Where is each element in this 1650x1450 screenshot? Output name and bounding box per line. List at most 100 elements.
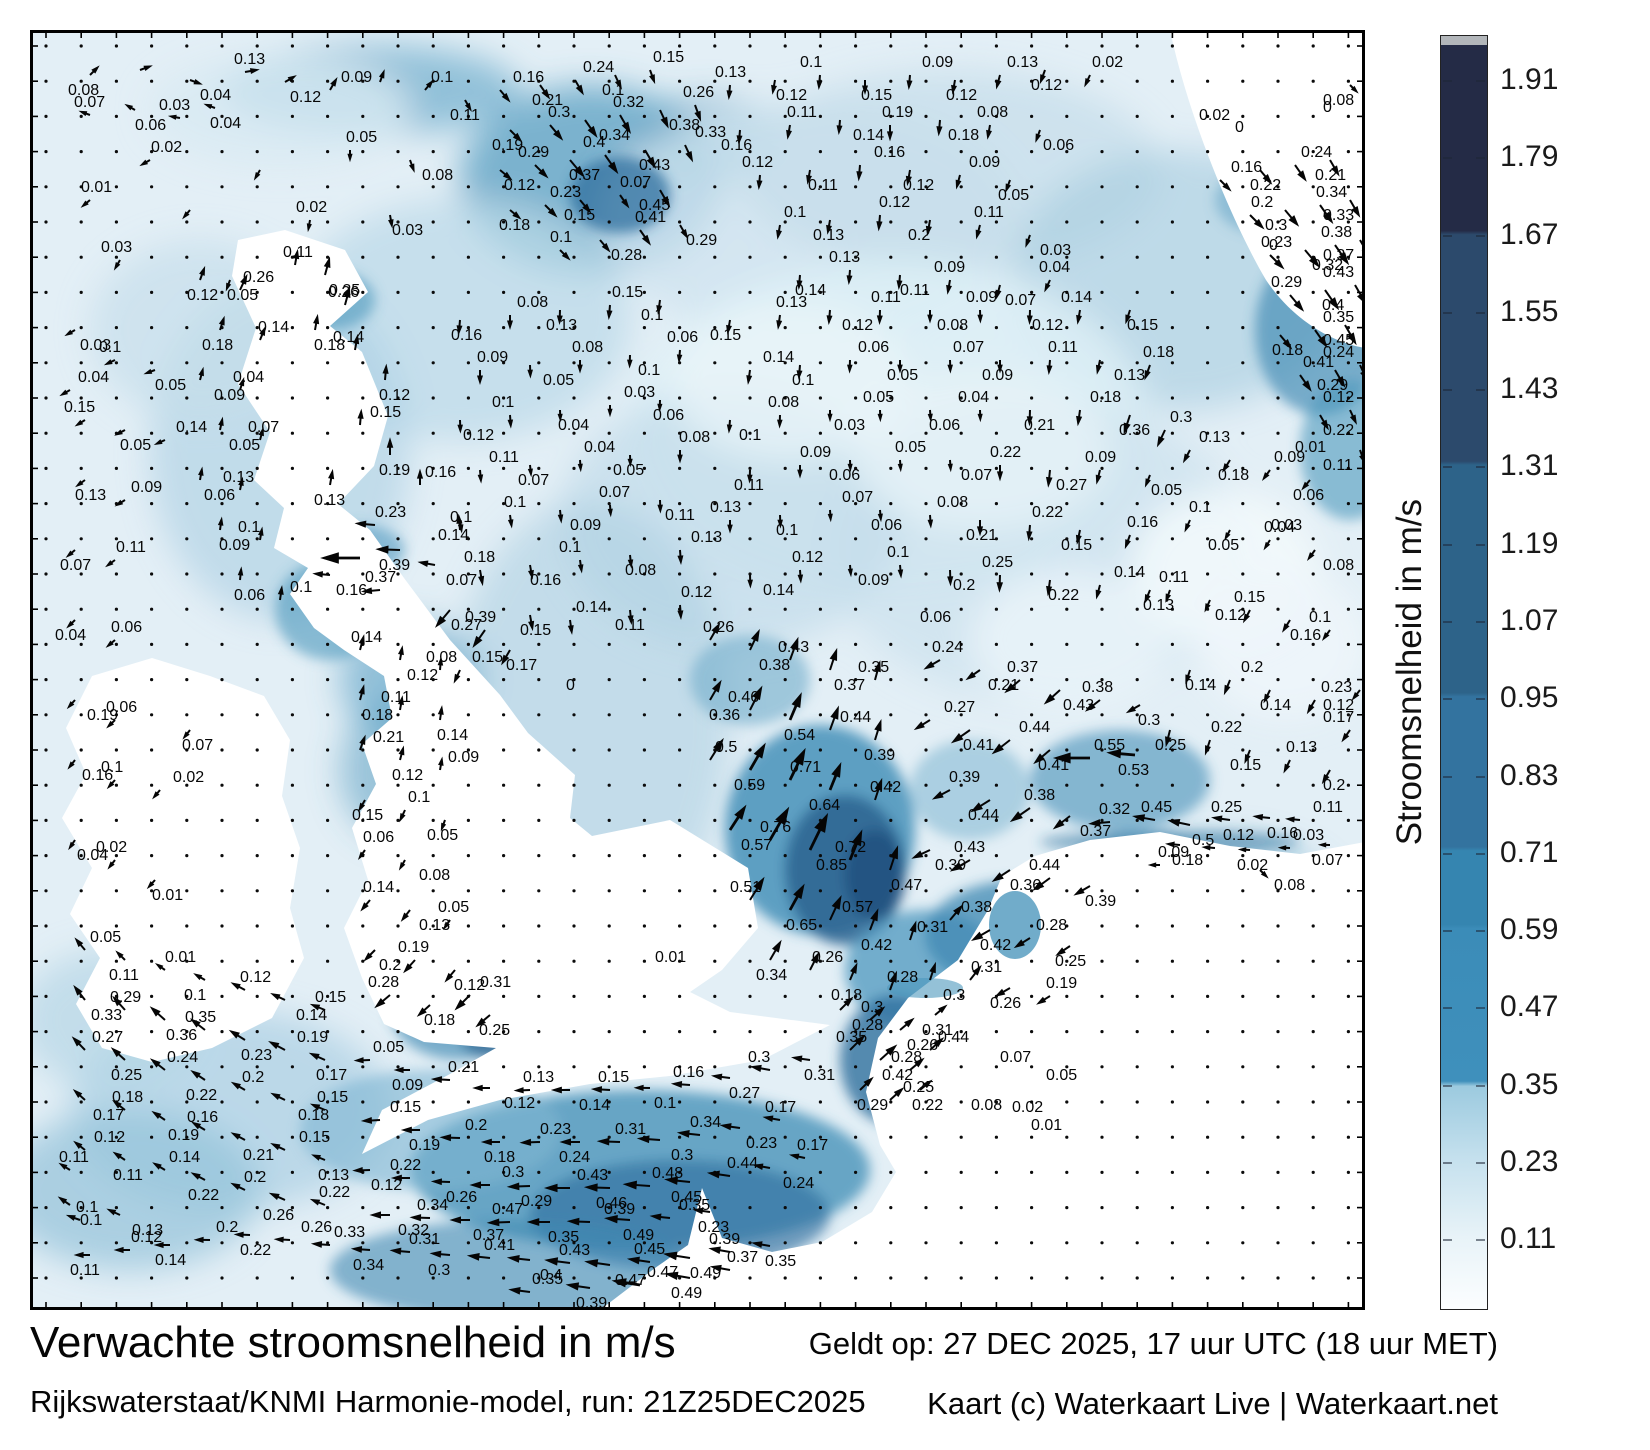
current-arrow — [1124, 534, 1131, 550]
current-value-label: 0.1 — [1189, 499, 1211, 516]
current-value-label: 0.12 — [1223, 827, 1254, 844]
current-arrow — [1046, 359, 1053, 375]
current-arrow — [528, 564, 534, 580]
current-arrow — [268, 1040, 286, 1051]
current-value-label: 0.2 — [465, 1117, 487, 1134]
current-value-label: 0.04 — [210, 115, 241, 132]
current-arrow — [309, 1103, 326, 1111]
current-arrow — [1184, 519, 1191, 533]
current-value-label: 0.13 — [223, 469, 254, 486]
current-arrow — [911, 849, 931, 859]
current-value-label: 0.37 — [365, 569, 396, 586]
current-arrow — [859, 1076, 874, 1091]
current-arrow — [203, 103, 216, 110]
colorbar-tick-labels: 1.91 1.79 1.67 1.55 1.43 1.31 1.19 1.07 0.95 0.83… — [1500, 35, 1620, 1310]
current-arrow — [472, 629, 486, 648]
current-value-label: 0.18 — [1218, 467, 1249, 484]
current-value-label: 0.01 — [152, 887, 183, 904]
current-value-label: 0.39 — [465, 609, 496, 626]
current-value-label: 0.16 — [513, 69, 544, 86]
current-arrow — [1044, 279, 1051, 293]
current-value-label: 0.06 — [829, 467, 860, 484]
current-value-label: 0.25 — [1155, 737, 1186, 754]
current-arrow — [849, 962, 858, 981]
current-arrow — [692, 1207, 711, 1215]
current-value-label: 0.12 — [946, 87, 977, 104]
current-arrow — [543, 1183, 570, 1193]
current-value-label: 0.26 — [446, 1189, 477, 1206]
current-value-label: 0.14 — [437, 727, 468, 744]
current-value-label: 0.09 — [982, 367, 1013, 384]
current-arrow — [816, 74, 823, 90]
current-arrow — [167, 114, 181, 120]
current-value-label: 0.22 — [390, 1157, 421, 1174]
current-arrow — [994, 987, 1011, 997]
current-arrow — [876, 214, 883, 232]
current-arrow — [1299, 374, 1312, 392]
current-arrow — [636, 1135, 661, 1144]
page-title: Verwachte stroomsnelheid in m/s — [30, 1318, 676, 1367]
current-value-label: 0.1 — [99, 339, 121, 356]
land-masses — [62, 30, 1365, 1310]
current-arrow — [849, 1034, 866, 1051]
current-value-label: 0.46 — [728, 689, 759, 706]
current-arrow — [375, 545, 401, 554]
current-arrow — [746, 369, 753, 385]
current-value-label: 0.18 — [1272, 342, 1303, 359]
current-arrow — [1013, 937, 1031, 949]
current-value-label: 0.3 — [943, 987, 965, 1004]
current-arrow — [949, 904, 964, 921]
current-value-label: 0.14 — [296, 1007, 327, 1024]
model-run-info: Rijkswaterstaat/KNMI Harmonie-model, run… — [30, 1384, 866, 1419]
current-arrow — [708, 1246, 731, 1255]
current-vector-field: 0.08 0.040.130.120.070.060.030.040.09 0.10… — [55, 49, 1365, 1310]
current-value-label: 0.14 — [351, 629, 382, 646]
current-arrow — [1277, 845, 1291, 851]
current-value-label: 0.17 — [797, 1137, 828, 1154]
current-arrow — [913, 719, 931, 731]
current-arrow — [1324, 289, 1340, 311]
current-arrow — [199, 265, 206, 281]
current-arrow — [1043, 689, 1061, 705]
current-arrow — [113, 1246, 130, 1254]
current-value-label: 0.08 — [426, 649, 457, 666]
current-arrow — [438, 756, 444, 771]
current-value-label: 0.05 — [438, 899, 469, 916]
current-arrow — [934, 1004, 948, 1016]
current-arrow — [874, 719, 882, 741]
current-arrow — [360, 587, 381, 595]
current-value-label: 0.05 — [1151, 482, 1182, 499]
current-value-label: 0.1 — [290, 579, 312, 596]
current-value-label: 0.12 — [463, 427, 494, 444]
current-value-label: 0.51 — [730, 879, 761, 896]
current-value-label: 0.18 — [424, 1012, 455, 1029]
current-value-label: 0.23 — [698, 1219, 729, 1236]
current-value-label: 0.16 — [425, 464, 456, 481]
current-value-label: 0.13 — [776, 294, 807, 311]
current-value-label: 0.19 — [168, 1127, 199, 1144]
current-arrow — [357, 408, 364, 426]
current-value-label: 0.05 — [373, 1039, 404, 1056]
current-value-label: 0.07 — [446, 572, 477, 589]
current-value-label: 0.16 — [336, 582, 367, 599]
current-arrow — [749, 628, 760, 651]
current-value-label: 0.1 — [559, 539, 581, 556]
current-arrow — [626, 1256, 651, 1265]
current-arrow — [1052, 752, 1090, 764]
current-value-label: 0.26 — [683, 84, 714, 101]
current-value-label: 0.05 — [1208, 537, 1239, 554]
current-arrow — [789, 636, 799, 661]
current-value-label: 0.11 — [450, 107, 480, 124]
current-arrow — [293, 248, 300, 266]
current-value-label: 0.29 — [857, 1097, 888, 1114]
lake-ijsselmeer — [989, 891, 1041, 959]
current-value-label: 0.22 — [240, 1242, 271, 1259]
current-arrow — [253, 169, 261, 181]
current-value-label: 0.11 — [116, 539, 146, 556]
current-value-label: 0.43 — [577, 1167, 608, 1184]
current-value-label: 0.02 — [1012, 1099, 1043, 1116]
current-value-label: 0.03 — [159, 97, 190, 114]
current-arrow — [565, 1282, 591, 1291]
current-arrow — [114, 429, 126, 436]
current-arrow — [416, 468, 424, 485]
